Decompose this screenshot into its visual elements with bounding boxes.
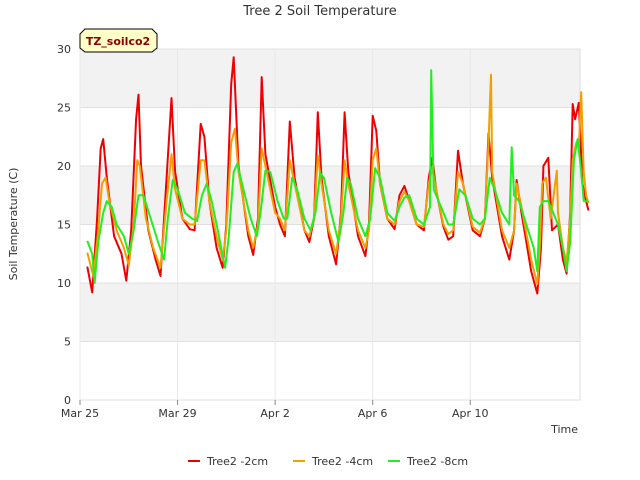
legend-label: Tree2 -2cm xyxy=(206,455,268,468)
x-axis-title: Time xyxy=(550,423,578,436)
tag-box: TZ_soilco2 xyxy=(79,28,158,53)
series-line-tree2-4cm xyxy=(86,73,590,286)
y-tick-label: 5 xyxy=(64,336,71,349)
chart-title: Tree 2 Soil Temperature xyxy=(242,4,397,19)
legend: Tree2 -2cm Tree2 -4cm Tree2 -8cm xyxy=(188,455,468,468)
x-axis: Mar 25 Mar 29 Apr 2 Apr 6 Apr 10 xyxy=(61,400,489,420)
x-tick-label: Apr 10 xyxy=(452,407,489,420)
grid xyxy=(79,48,580,401)
y-tick-label: 30 xyxy=(57,43,71,56)
y-tick-label: 20 xyxy=(57,160,71,173)
y-axis: 0 5 10 15 20 25 30 xyxy=(57,43,71,407)
tag-label: TZ_soilco2 xyxy=(86,35,150,48)
y-tick-label: 10 xyxy=(57,277,71,290)
plot-band xyxy=(80,107,580,166)
x-tick-label: Apr 2 xyxy=(260,407,290,420)
x-tick-label: Mar 29 xyxy=(158,407,196,420)
y-tick-label: 25 xyxy=(57,102,71,115)
series-layer xyxy=(86,56,590,295)
series-line-tree2-8cm xyxy=(86,69,589,284)
legend-label: Tree2 -8cm xyxy=(406,455,468,468)
y-tick-label: 15 xyxy=(57,219,71,232)
plot-band xyxy=(80,49,580,108)
plot-band xyxy=(80,283,580,342)
x-tick-label: Mar 25 xyxy=(61,407,99,420)
y-tick-label: 0 xyxy=(64,394,71,407)
plot-band xyxy=(80,341,580,400)
legend-label: Tree2 -4cm xyxy=(311,455,373,468)
y-axis-title: Soil Temperature (C) xyxy=(7,168,20,281)
plot-background xyxy=(79,48,581,401)
x-tick-label: Apr 6 xyxy=(358,407,388,420)
